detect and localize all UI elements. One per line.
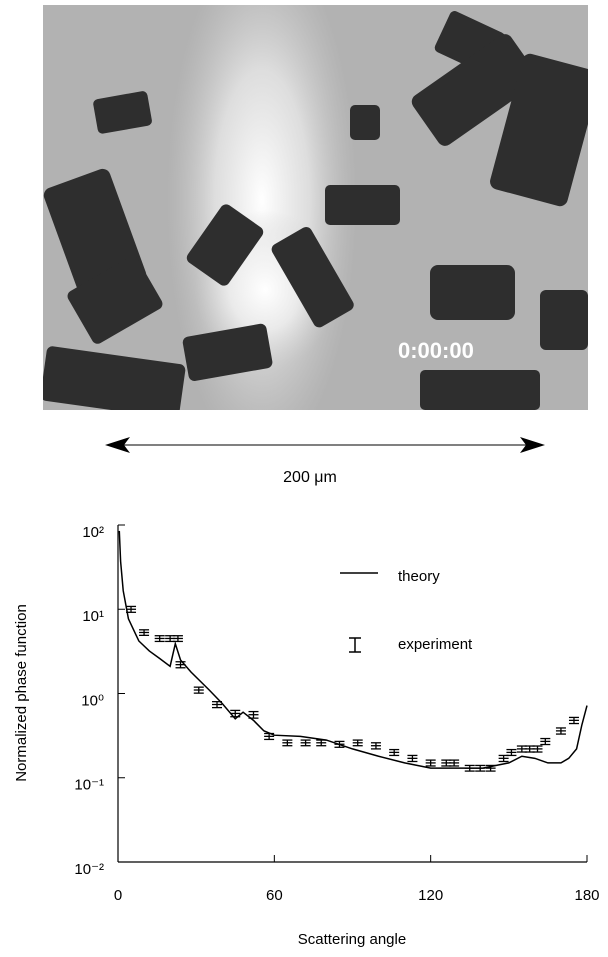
error-bar bbox=[389, 750, 399, 756]
theory-line bbox=[119, 531, 587, 768]
y-tick-label: 10⁻² bbox=[74, 861, 104, 878]
y-tick-label: 10⁰ bbox=[81, 692, 104, 709]
y-axis-label: Normalized phase function bbox=[13, 604, 30, 782]
error-bar bbox=[426, 760, 436, 766]
legend-label: theory bbox=[398, 568, 440, 585]
error-bar bbox=[499, 755, 509, 761]
error-bar bbox=[316, 740, 326, 746]
error-bar bbox=[569, 717, 579, 723]
error-bar bbox=[556, 728, 566, 734]
x-tick-label: 120 bbox=[418, 887, 443, 904]
y-tick-label: 10⁻¹ bbox=[74, 777, 104, 794]
x-tick-label: 60 bbox=[266, 887, 283, 904]
x-tick-label: 180 bbox=[574, 887, 599, 904]
page: {"image": {"timestamp": "0:00:00", "scal… bbox=[0, 0, 608, 952]
y-tick-label: 10¹ bbox=[82, 608, 104, 625]
x-tick-label: 0 bbox=[114, 887, 122, 904]
y-tick-label: 10² bbox=[82, 524, 104, 541]
error-bar bbox=[407, 755, 417, 761]
legend-label: experiment bbox=[398, 636, 473, 653]
error-bar bbox=[532, 746, 542, 752]
x-axis-label: Scattering angle bbox=[298, 931, 406, 948]
micrograph: 0:00:00 bbox=[40, 0, 602, 460]
error-bar bbox=[139, 630, 149, 636]
error-bar bbox=[282, 740, 292, 746]
error-bar bbox=[475, 765, 485, 771]
timestamp: 0:00:00 bbox=[398, 338, 474, 363]
error-bar bbox=[449, 760, 459, 766]
scale-bar: 200 μm bbox=[105, 437, 545, 486]
error-bar bbox=[506, 750, 516, 756]
error-bar bbox=[173, 636, 183, 642]
error-bar bbox=[194, 687, 204, 693]
error-bar bbox=[540, 739, 550, 745]
error-bar bbox=[465, 765, 475, 771]
error-bar bbox=[155, 636, 165, 642]
error-bar bbox=[353, 740, 363, 746]
error-bar bbox=[371, 743, 381, 749]
error-bar bbox=[301, 740, 311, 746]
figure: 0:00:00 200 μm Normalized phase function… bbox=[0, 0, 608, 952]
scale-label: 200 μm bbox=[283, 469, 337, 486]
legend-swatch bbox=[349, 638, 361, 652]
error-bar bbox=[176, 662, 186, 668]
